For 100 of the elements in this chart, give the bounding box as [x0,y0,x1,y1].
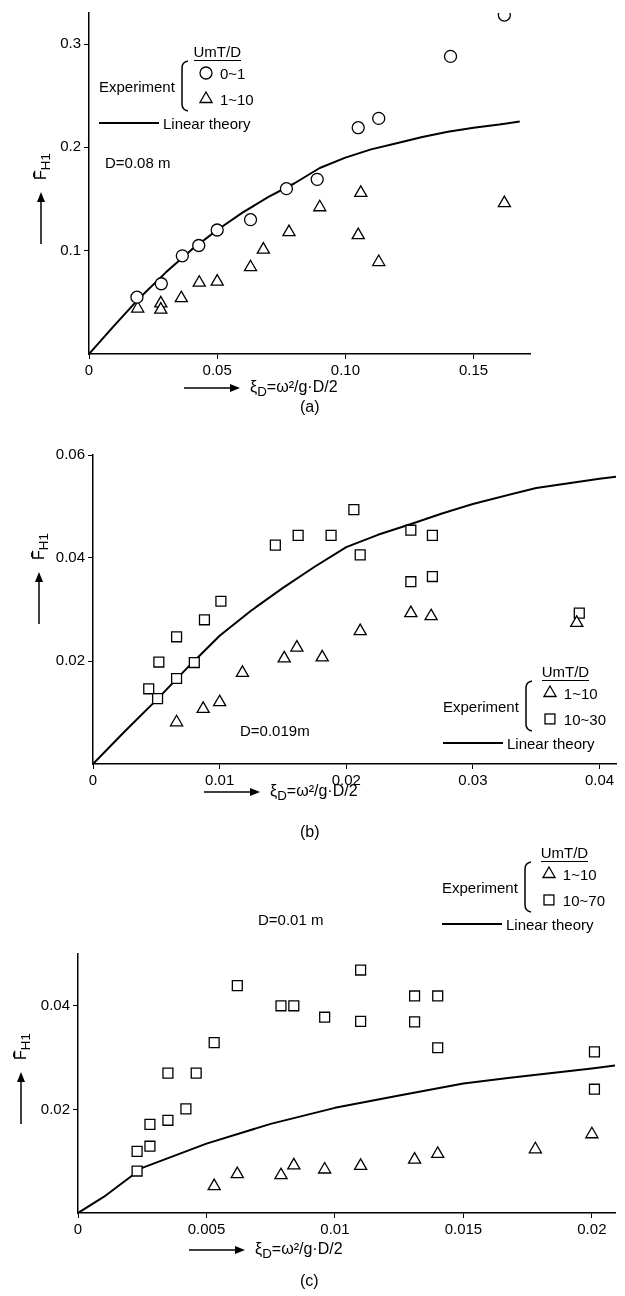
annotation: D=0.019m [240,722,310,740]
point [170,672,183,685]
y-tick-label: 0.06 [55,445,85,463]
point [288,1000,300,1012]
point [174,290,189,303]
point [188,656,200,669]
legend-label: 1~10 [562,865,597,883]
point [585,1126,599,1139]
legend-label: 10~70 [562,891,605,909]
point [154,277,168,291]
legend-label: Linear theory [506,734,595,752]
annotation: D=0.08 m [105,154,171,172]
point [317,1161,332,1174]
x-tick-label: 0.05 [202,361,232,379]
point [243,213,258,227]
point [353,623,367,636]
point [235,665,250,677]
point [269,539,281,551]
point [424,608,438,621]
point [287,1157,301,1170]
point [231,980,243,992]
point [407,1152,422,1164]
legend-label: 0~1 [219,64,246,82]
x-tick-label: 0 [84,361,94,379]
point [292,529,304,541]
y-tick-label: 0.1 [60,240,81,258]
x-tick-label: 0 [73,1220,83,1238]
point [169,714,184,727]
point [131,1165,143,1177]
point [162,1114,174,1126]
point [588,1046,601,1058]
point [256,241,271,254]
point [432,990,444,1002]
x-tick-label: 0.01 [205,771,235,789]
point [243,259,258,272]
point [405,576,417,588]
point [230,1166,245,1179]
legend-title: UmT/D [541,663,590,681]
text: D=0.01 m [258,911,324,929]
point [154,301,168,314]
legend-label: Linear theory [505,915,594,933]
point [130,290,144,304]
annotation: Experiment [442,697,519,715]
legend-label: 10~30 [563,710,606,728]
legend-title: UmT/D [540,844,589,862]
point [431,1146,445,1159]
point [151,693,164,705]
x-tick-label: 0.03 [458,771,488,789]
legend-label: Linear theory [163,114,251,132]
point [315,649,329,662]
point [215,595,227,607]
legend-label: 1~10 [563,684,598,702]
point [144,1140,156,1152]
point [404,605,418,618]
point [355,964,367,976]
point [408,1016,421,1028]
point [143,683,155,695]
x-axis-title: ξ$_{D}$=ω²/g·D/2 [255,1240,343,1262]
point [208,1036,220,1049]
x-tick-label: 0.10 [330,361,360,379]
point [131,300,145,313]
x-tick-label: 0.005 [187,1220,226,1238]
point [348,503,360,516]
point [277,650,291,663]
y-tick-label: 0.3 [60,34,81,52]
point [497,195,512,208]
y-tick-label: 0.04 [55,548,85,566]
point [180,1103,192,1115]
point [192,238,206,253]
annotation: Experiment [99,77,175,95]
point [207,1178,221,1191]
point [325,529,337,541]
legend-title: UmT/D [193,43,242,61]
text: Experiment [441,878,518,896]
point [319,1011,331,1023]
point [279,182,294,196]
point [426,570,438,583]
point [275,1000,287,1012]
point [190,1067,202,1079]
x-axis-title: ξ$_{D}$=ω²/g·D/2 [250,378,338,400]
x-tick-label: 0.01 [320,1220,350,1238]
point [405,524,417,536]
point [310,172,324,187]
point [351,121,365,135]
point [131,1145,143,1157]
point [432,1042,444,1054]
point [153,656,165,668]
point [192,275,206,287]
point [175,249,189,263]
y-tick-label: 0.2 [60,137,81,155]
point [282,224,296,237]
point [210,274,224,286]
point [408,990,421,1002]
point [274,1167,288,1180]
point [162,1067,174,1079]
x-tick-label: 0.04 [584,771,615,789]
y-tick-label: 0.02 [55,651,85,669]
point [355,1015,367,1027]
point [588,1083,601,1095]
point [198,614,211,626]
